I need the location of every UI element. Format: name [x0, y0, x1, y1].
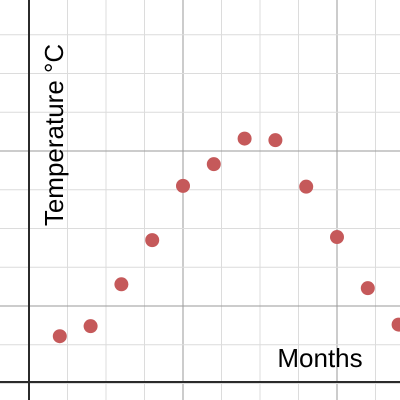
data-point — [114, 277, 129, 292]
y-axis-title: Temperature °C — [39, 44, 69, 226]
data-point — [360, 281, 375, 296]
data-point — [206, 157, 221, 172]
data-point — [145, 233, 160, 248]
data-point — [237, 131, 252, 146]
data-point — [52, 329, 67, 344]
data-point — [391, 317, 400, 332]
x-axis-title: Months — [277, 343, 362, 373]
data-point — [268, 133, 283, 148]
data-point — [330, 230, 344, 245]
data-point — [176, 178, 190, 193]
data-points — [52, 131, 400, 344]
data-point — [83, 319, 98, 334]
data-point — [299, 179, 314, 194]
